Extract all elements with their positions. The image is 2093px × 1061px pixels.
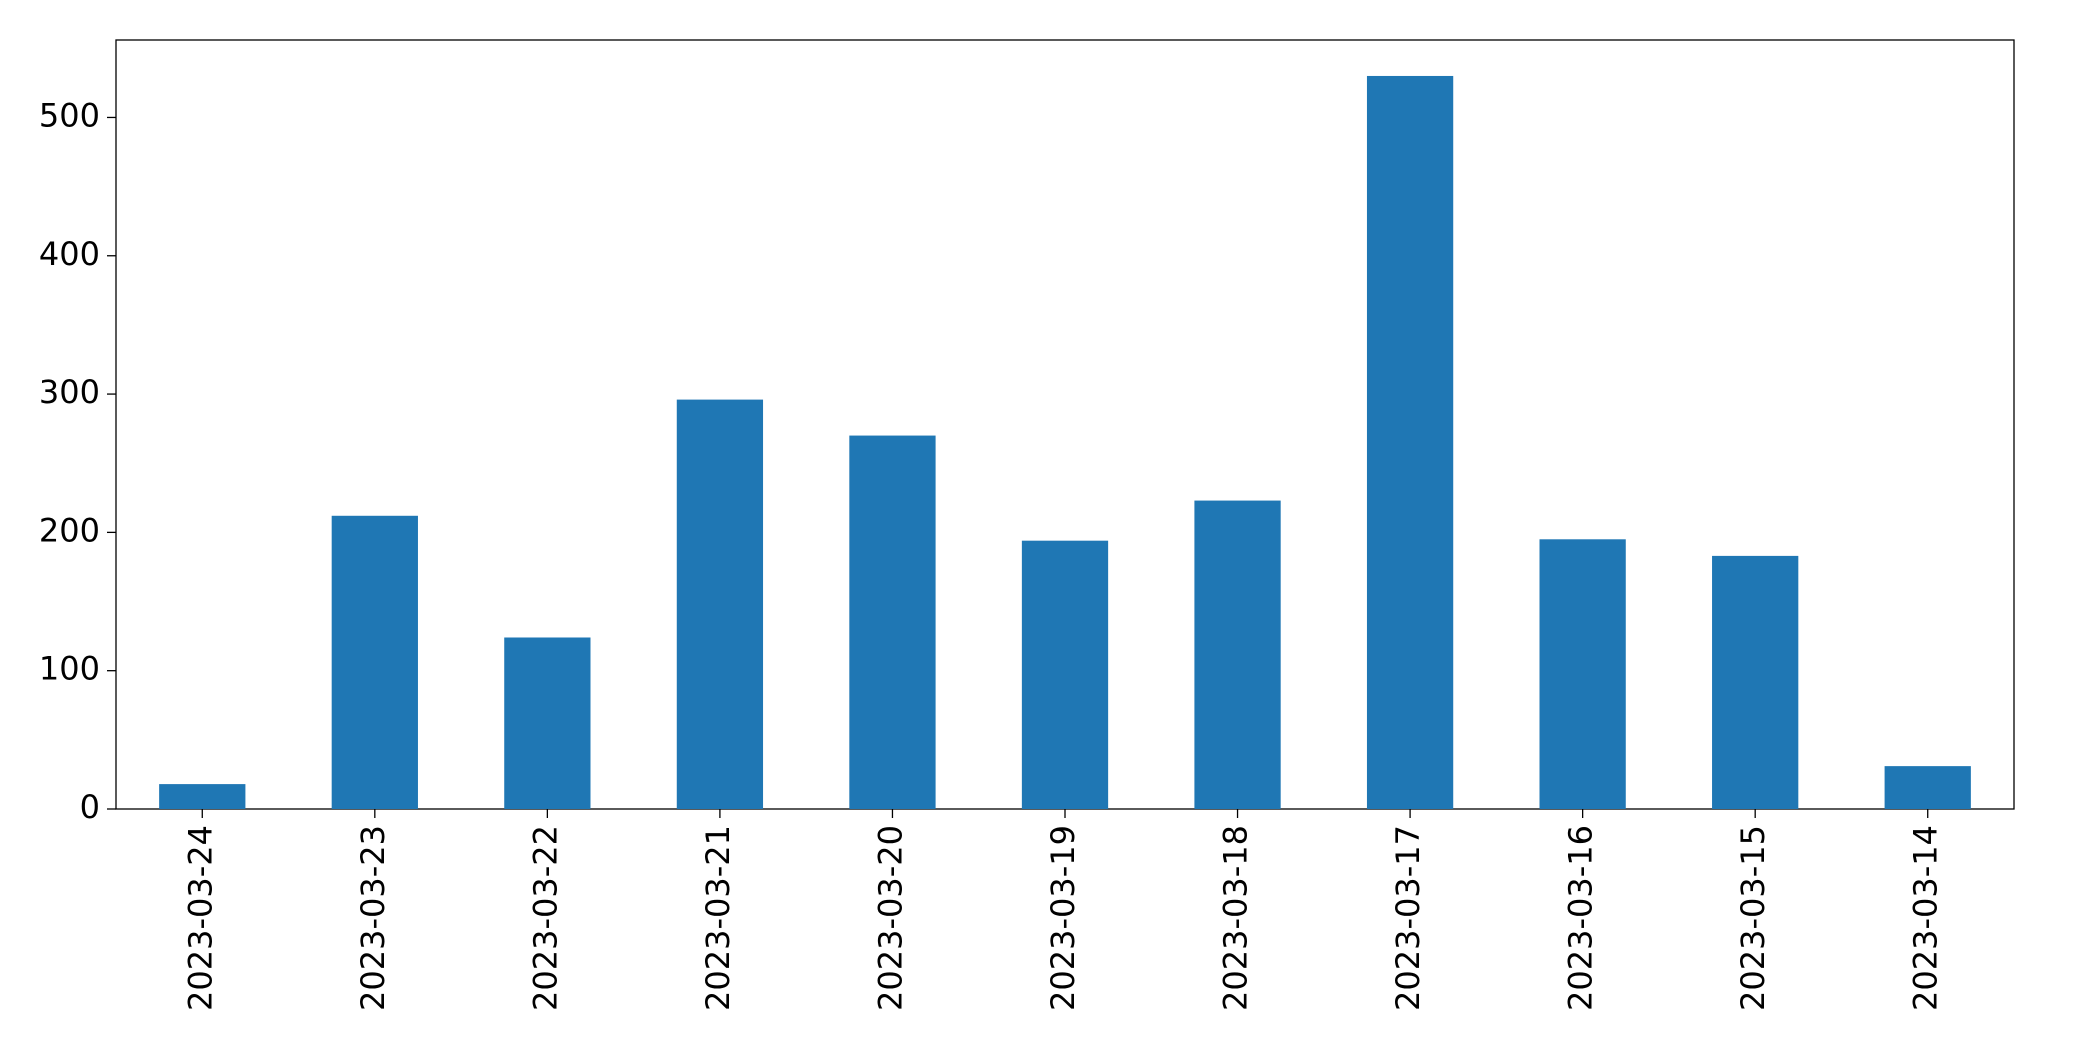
x-tick-label: 2023-03-20 — [871, 825, 909, 1011]
y-tick-label: 300 — [39, 373, 100, 411]
y-tick-label: 0 — [80, 788, 100, 826]
y-tick-label: 400 — [39, 235, 100, 273]
bar — [1021, 540, 1109, 809]
y-tick-label: 100 — [39, 650, 100, 688]
x-tick-label: 2023-03-18 — [1217, 825, 1255, 1011]
bar — [676, 399, 764, 809]
x-tick-label: 2023-03-17 — [1389, 825, 1427, 1011]
x-tick-label: 2023-03-23 — [354, 825, 392, 1011]
bar — [504, 637, 591, 809]
x-tick-label: 2023-03-16 — [1562, 825, 1600, 1011]
x-tick-label: 2023-03-22 — [526, 825, 564, 1011]
bar — [1366, 75, 1454, 809]
bar — [1712, 555, 1799, 809]
bar — [849, 435, 936, 809]
x-tick-label: 2023-03-24 — [181, 825, 219, 1011]
y-tick-label: 500 — [39, 96, 100, 134]
x-tick-label: 2023-03-15 — [1734, 825, 1772, 1011]
bar — [1884, 766, 1971, 809]
x-tick-label: 2023-03-19 — [1044, 825, 1082, 1011]
bar — [1539, 539, 1626, 809]
bar — [159, 784, 246, 809]
y-tick-label: 200 — [39, 511, 100, 549]
bar — [331, 515, 418, 809]
x-tick-label: 2023-03-21 — [699, 825, 737, 1011]
x-tick-label: 2023-03-14 — [1907, 825, 1945, 1011]
bar — [1194, 500, 1281, 809]
